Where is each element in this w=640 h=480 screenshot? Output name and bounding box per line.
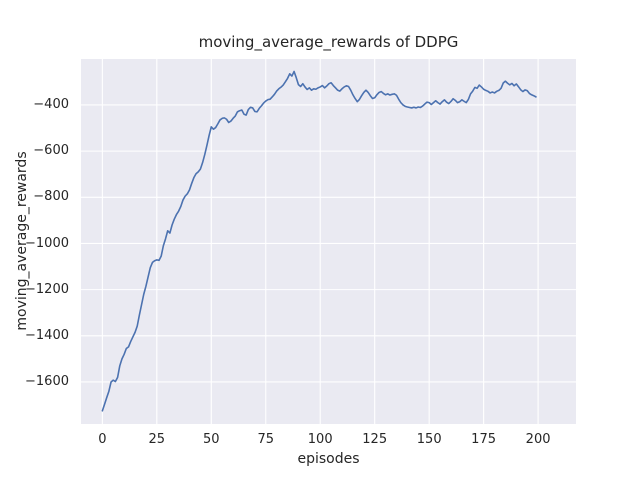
chart-title: moving_average_rewards of DDPG bbox=[198, 33, 459, 51]
y-axis-label: moving_average_rewards bbox=[14, 151, 30, 331]
plot-background bbox=[81, 59, 576, 424]
x-axis-label: episodes bbox=[297, 451, 360, 467]
series-line-ddpg bbox=[101, 70, 537, 412]
